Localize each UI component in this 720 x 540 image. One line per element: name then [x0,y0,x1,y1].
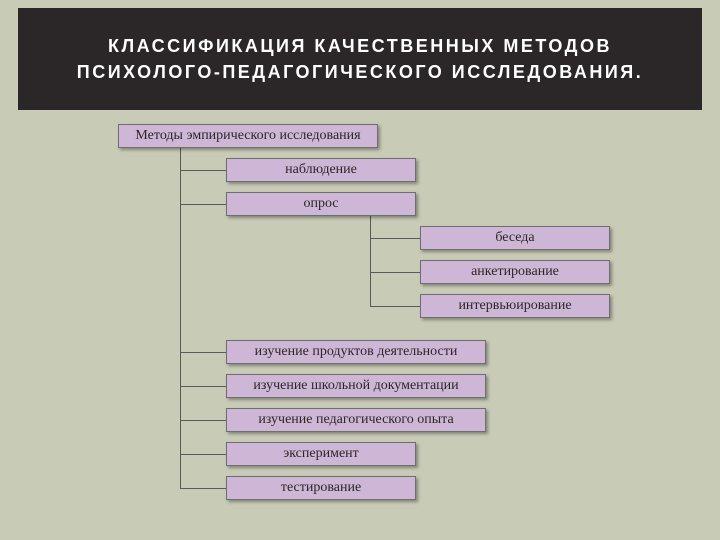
node-label: беседа [495,230,534,246]
node-interview: интервьюирование [420,294,610,318]
node-label: анкетирование [471,264,559,280]
stub-n1 [180,170,226,171]
node-label: изучение школьной документации [253,378,458,394]
stub-n6 [180,454,226,455]
node-school-docs: изучение школьной документации [226,374,486,398]
node-testing: тестирование [226,476,416,500]
stub-n2b [370,272,420,273]
node-root: Методы эмпирического исследования [118,124,378,148]
node-label: тестирование [281,480,361,496]
stub-n3 [180,352,226,353]
node-label: наблюдение [285,162,357,178]
node-label: эксперимент [283,446,359,462]
stub-n2c [370,306,420,307]
node-label: изучение педагогического опыта [258,412,453,428]
stub-n2 [180,204,226,205]
node-experiment: эксперимент [226,442,416,466]
node-survey: опрос [226,192,416,216]
node-label: интервьюирование [458,298,571,314]
stub-n2a [370,238,420,239]
node-observation: наблюдение [226,158,416,182]
trunk-sub [370,216,371,306]
slide-title: КЛАССИФИКАЦИЯ КАЧЕСТВЕННЫХ МЕТОДОВ ПСИХО… [18,8,702,110]
trunk-main [180,148,181,488]
stub-n4 [180,386,226,387]
node-conversation: беседа [420,226,610,250]
node-products-study: изучение продуктов деятельности [226,340,486,364]
stub-n7 [180,488,226,489]
node-pedagogical-exp: изучение педагогического опыта [226,408,486,432]
node-label: изучение продуктов деятельности [255,344,458,360]
slide: КЛАССИФИКАЦИЯ КАЧЕСТВЕННЫХ МЕТОДОВ ПСИХО… [0,0,720,540]
stub-n5 [180,420,226,421]
node-label: Методы эмпирического исследования [135,128,360,144]
node-label: опрос [303,196,338,212]
node-questionnaire: анкетирование [420,260,610,284]
